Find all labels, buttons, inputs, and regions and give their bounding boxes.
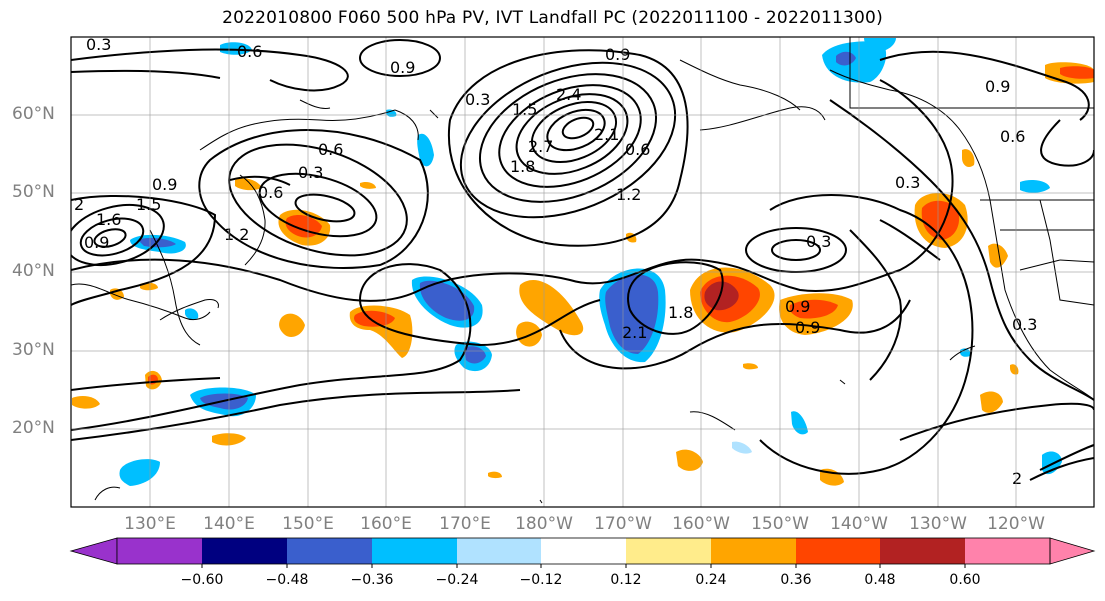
lon-label: 170°E (439, 514, 491, 534)
lat-label-30n: 30°N (12, 340, 55, 360)
colorbar-tick-label: 0.24 (695, 572, 727, 588)
contour-label: 2 (74, 195, 84, 214)
lat-label-20n: 20°N (12, 418, 55, 438)
colorbar-tick-label: −0.60 (180, 572, 224, 588)
colorbar-tick-label: 0.36 (780, 572, 812, 588)
contour-label: 0.9 (985, 77, 1010, 96)
map-frame (70, 36, 1095, 508)
colorbar-tick-label: −0.36 (350, 572, 394, 588)
colorbar-tick-label: 0.12 (610, 572, 642, 588)
contour-label: 1.8 (668, 303, 693, 322)
colorbar-bin (117, 538, 202, 564)
contour-label: 2.1 (594, 125, 619, 144)
contour-label: 2.4 (556, 85, 581, 104)
colorbar-bin (541, 538, 626, 564)
colorbar-tick-label: −0.48 (265, 572, 309, 588)
colorbar-frame (116, 537, 1051, 565)
colorbar (69, 537, 1096, 568)
contour-label: 0.6 (237, 42, 262, 61)
colorbar-bin (711, 538, 796, 564)
colorbar-tick-label: −0.12 (519, 572, 563, 588)
colorbar-bin (626, 538, 711, 564)
colorbar-ticks (201, 564, 966, 568)
lat-label-40n: 40°N (12, 261, 55, 281)
lat-label-50n: 50°N (12, 182, 55, 202)
contour-label: 0.9 (390, 58, 415, 77)
lon-label: 140°W (830, 514, 888, 534)
colorbar-tick-label: −0.24 (435, 572, 479, 588)
colorbar-min-extension (69, 537, 118, 565)
lat-label-60n: 60°N (12, 104, 55, 124)
contour-label: 1.2 (616, 185, 641, 204)
colorbar-max-extension (1049, 537, 1096, 565)
lon-label: 130°E (124, 514, 176, 534)
lon-label: 130°W (909, 514, 967, 534)
contour-label: 0.6 (318, 140, 343, 159)
contour-label: 1.8 (510, 157, 535, 176)
contour-label: 0.9 (152, 175, 177, 194)
contour-label: 0.3 (1012, 315, 1037, 334)
contour-label: 0.3 (298, 163, 323, 182)
contour-label: 0.9 (605, 45, 630, 64)
lon-label: 160°E (360, 514, 412, 534)
lon-label: 170°W (594, 514, 652, 534)
colorbar-bin (796, 538, 880, 564)
contour-label: 2 (1012, 469, 1022, 488)
contour-label: 0.9 (785, 297, 810, 316)
contour-label: 0.3 (806, 232, 831, 251)
contour-label: 1.2 (224, 225, 249, 244)
colorbar-bin (372, 538, 457, 564)
lon-label: 180°W (515, 514, 573, 534)
chart-title: 2022010800 F060 500 hPa PV, IVT Landfall… (222, 8, 883, 28)
contour-label: 1.6 (96, 210, 121, 229)
colorbar-bin (965, 538, 1050, 564)
contour-label: 0.3 (86, 35, 111, 54)
contour-label: 0.3 (465, 90, 490, 109)
gridlines (71, 37, 1094, 507)
contour-label: 2.7 (528, 137, 553, 156)
contour-labels: 0.3 0.6 0.9 0.9 0.3 1.5 2.4 2.1 2.7 1.8 … (74, 35, 1037, 488)
contour-label: 0.6 (1000, 127, 1025, 146)
pv-contours (71, 39, 1094, 481)
contour-label: 0.9 (795, 318, 820, 337)
colorbar-tick-label: 0.48 (864, 572, 896, 588)
colorbar-tick-label: 0.60 (949, 572, 981, 588)
lon-label: 140°E (203, 514, 255, 534)
coastlines (71, 59, 1094, 504)
lon-label: 150°W (751, 514, 809, 534)
lon-label: 120°W (987, 514, 1045, 534)
positive-shading (72, 62, 1094, 486)
lon-label: 150°E (282, 514, 334, 534)
contour-label: 0.3 (895, 173, 920, 192)
contour-label: 0.9 (84, 233, 109, 252)
colorbar-bin (457, 538, 541, 564)
contour-label: 2.1 (622, 323, 647, 342)
contour-label: 0.6 (625, 140, 650, 159)
colorbar-bin (202, 538, 287, 564)
contour-label: 1.5 (136, 195, 161, 214)
colorbar-bin (287, 538, 372, 564)
contour-label: 1.5 (512, 100, 537, 119)
colorbar-bin (880, 538, 965, 564)
lon-label: 160°W (672, 514, 730, 534)
map-content: 0.3 0.6 0.9 0.9 0.3 1.5 2.4 2.1 2.7 1.8 … (71, 35, 1094, 507)
